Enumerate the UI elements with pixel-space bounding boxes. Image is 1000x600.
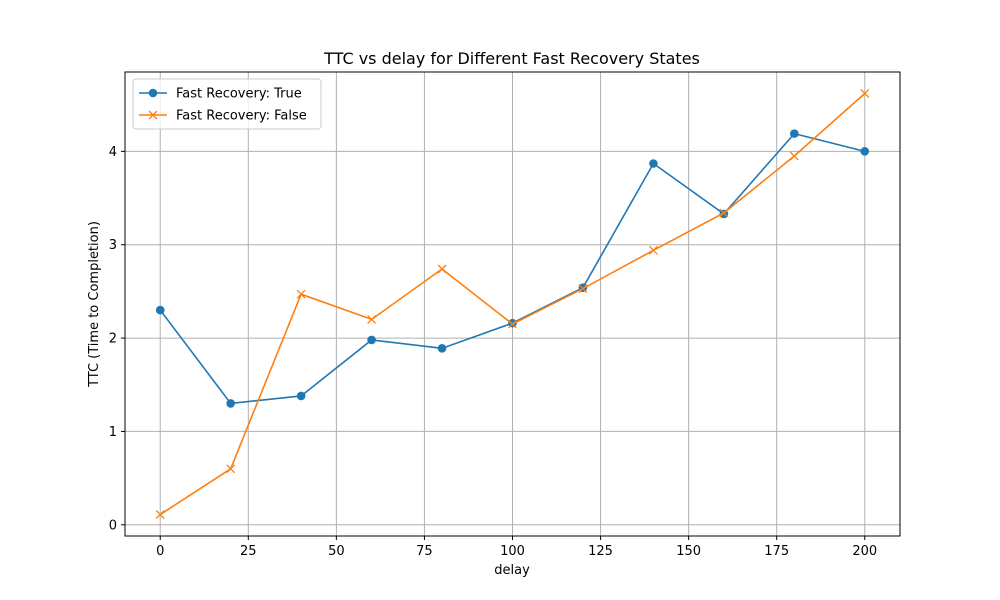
data-point xyxy=(437,344,447,353)
data-point xyxy=(648,245,658,255)
ticks: 0 25 50 75 100 125 150 175 200 0 1 2 3 4 xyxy=(109,145,877,559)
data-point xyxy=(789,151,799,161)
data-point xyxy=(226,399,235,408)
y-tick-label: 2 xyxy=(109,332,117,347)
data-point xyxy=(367,335,376,345)
x-tick-label: 150 xyxy=(676,544,701,559)
legend-entry: Fast Recovery: True xyxy=(139,87,302,102)
y-tick-label: 4 xyxy=(109,145,117,160)
x-tick-label: 75 xyxy=(416,544,433,559)
chart-title: TTC vs delay for Different Fast Recovery… xyxy=(323,49,700,68)
y-tick-label: 0 xyxy=(109,518,117,533)
series-layer xyxy=(155,89,870,519)
data-point xyxy=(719,208,729,218)
data-point xyxy=(860,89,870,98)
data-point xyxy=(649,159,658,168)
legend-box xyxy=(132,78,322,130)
x-tick-label: 125 xyxy=(588,544,613,559)
data-point xyxy=(508,319,517,329)
x-tick-label: 50 xyxy=(328,544,345,559)
x-axis-label: delay xyxy=(494,563,530,578)
data-point xyxy=(437,264,447,274)
data-point xyxy=(860,147,870,156)
legend: Fast Recovery: True Fast Recovery: False xyxy=(132,78,322,130)
y-tick-label: 3 xyxy=(109,238,117,253)
x-tick-label: 0 xyxy=(156,544,164,559)
data-point xyxy=(226,464,236,474)
series-2 xyxy=(155,89,870,519)
x-tick-label: 25 xyxy=(240,544,257,559)
x-tick-label: 100 xyxy=(500,544,525,559)
legend-label: Fast Recovery: True xyxy=(176,87,302,102)
data-point xyxy=(790,129,799,138)
legend-marker xyxy=(148,88,158,98)
data-point xyxy=(155,305,165,315)
x-tick-label: 200 xyxy=(852,544,877,559)
legend-label: Fast Recovery: False xyxy=(176,109,307,124)
y-axis-label: TTC (Time to Completion) xyxy=(87,221,102,388)
data-point xyxy=(155,510,165,519)
data-point xyxy=(296,289,306,299)
y-tick-label: 1 xyxy=(109,425,117,440)
legend-entry: Fast Recovery: False xyxy=(139,109,307,124)
x-tick-label: 175 xyxy=(764,544,789,559)
data-point xyxy=(578,284,588,294)
legend-marker xyxy=(148,110,158,120)
data-point xyxy=(367,314,377,324)
data-point xyxy=(296,391,306,401)
